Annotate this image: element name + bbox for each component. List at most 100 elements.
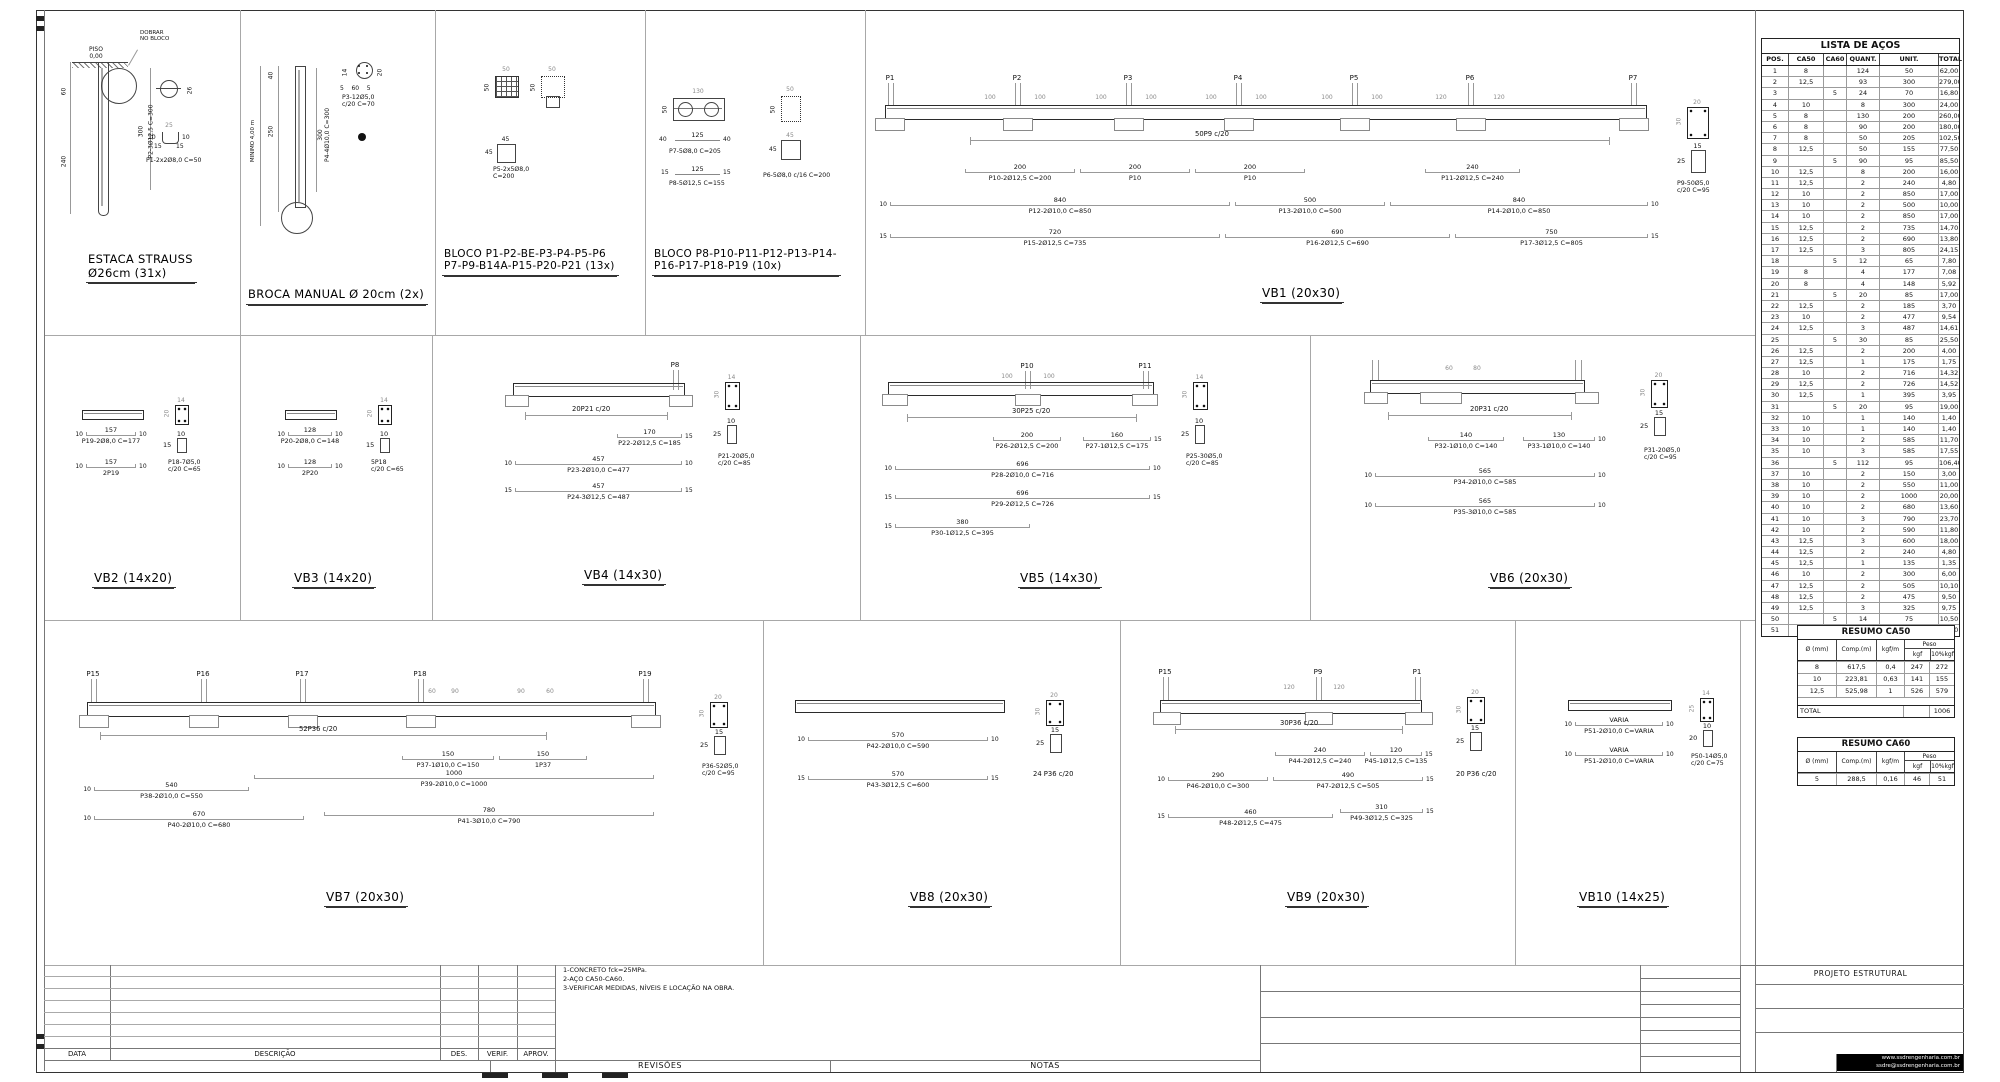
- lista-cell: [1823, 603, 1846, 614]
- lista-cell: [1823, 547, 1846, 558]
- rebar-dim: 200: [1128, 163, 1142, 171]
- rebar-line: [515, 461, 682, 465]
- lista-cell: [1823, 144, 1846, 155]
- lista-cell: 44: [1770, 548, 1780, 557]
- pillar-leader: [673, 370, 674, 390]
- lista-cell: 34: [1770, 436, 1780, 445]
- lista-cell: [1823, 524, 1846, 535]
- dim-text: 100: [1043, 373, 1055, 380]
- resumo-title: RESUMO CA50: [1798, 626, 1954, 640]
- beam-inner-line: [84, 413, 142, 414]
- lista-cell: [1823, 166, 1846, 177]
- rebar-dim: 457: [592, 482, 605, 490]
- lista-cell: 5: [1823, 289, 1846, 300]
- titleblock-line: [1740, 965, 1963, 966]
- lista-cell: [1788, 401, 1823, 412]
- rev-col-descricao: DESCRIÇÃO: [254, 1050, 296, 1058]
- titleblock-line: [1755, 984, 1964, 985]
- lista-cell: 5: [1823, 334, 1846, 345]
- rev-col-data: DATA: [67, 1050, 87, 1058]
- lista-cell: 805: [1879, 245, 1938, 256]
- lista-cell: 2: [1846, 211, 1879, 222]
- pillar-leader: [1126, 83, 1127, 105]
- circle-detail: [160, 80, 178, 98]
- lista-row: 38 10 2 550 11,00: [1762, 479, 1959, 492]
- lista-cell: 23: [1770, 313, 1780, 322]
- resumo-cell: 223,81: [1836, 674, 1876, 685]
- rebar-margin: 10: [1157, 776, 1165, 783]
- resumo-header-cell: kgf: [1912, 651, 1923, 658]
- resumo-cell: [1903, 706, 1929, 717]
- lista-row: 22 12,5 2 185 3,70: [1762, 300, 1959, 313]
- resumo-cell: 8: [1814, 663, 1820, 671]
- lista-row: 45 12,5 1 135 1,35: [1762, 558, 1959, 570]
- rebar-margin: 15: [1157, 813, 1165, 820]
- lista-cell: 20: [1846, 289, 1879, 300]
- beam-inner-line: [89, 705, 654, 706]
- dim-text: 15: [1693, 142, 1702, 150]
- rebar-margin: 15: [1153, 494, 1161, 501]
- lista-cell: 24: [1770, 324, 1780, 333]
- titleblock-line: [1260, 1017, 1740, 1018]
- dim-text: 25: [165, 122, 173, 129]
- dim-text: 50: [548, 66, 556, 73]
- pillar-leader: [1131, 83, 1132, 105]
- pillar-leader: [1473, 83, 1474, 105]
- rebar-dim: 150: [441, 750, 455, 758]
- lista-row: 37 10 2 150 3,00: [1762, 468, 1959, 480]
- lista-cell: 3,95: [1938, 390, 1959, 401]
- lista-cell: 37: [1770, 469, 1780, 478]
- lista-cell: [1823, 569, 1846, 580]
- resumo-cell: 5: [1814, 775, 1820, 783]
- support-tab: [875, 118, 905, 131]
- rebar-dim: 500: [1303, 196, 1317, 204]
- annotation: 5P18 c/20 C=65: [371, 459, 404, 473]
- lista-cell: 2: [1846, 580, 1879, 591]
- panel-vb4: P8 20P21 c/20 170 P22-2Ø12,5 C=185 15 457 P23-…: [432, 335, 861, 621]
- titleblock-line: [1260, 991, 1740, 992]
- panel-title: VB8 (20x30): [908, 890, 993, 908]
- lista-cell: 1: [1846, 356, 1879, 368]
- dim-text: 20: [163, 409, 171, 418]
- rebar-margin: 10: [1564, 751, 1572, 758]
- lista-cell: [1788, 614, 1823, 625]
- rebar-line: [895, 466, 1150, 470]
- resumo-header-cell: kgf: [1912, 763, 1923, 770]
- rebar-dim: 840: [1512, 196, 1526, 204]
- pillar-leader: [201, 679, 202, 702]
- lista-cell: [1823, 591, 1846, 602]
- rebar-label: P30-1Ø12,5 C=395: [931, 529, 994, 537]
- annotation-rotated: 300: [137, 125, 145, 138]
- rebar-line: [1428, 437, 1504, 441]
- lista-cell: 102,50: [1938, 133, 1959, 144]
- lista-cell: [1823, 535, 1846, 547]
- dim-text: 25: [1181, 429, 1190, 438]
- revision-rows: [44, 965, 555, 1048]
- pillar-label: P6: [1465, 74, 1475, 82]
- rebar-label: P32-1Ø10,0 C=140: [1434, 442, 1498, 450]
- lista-cell: 17,00: [1938, 211, 1959, 222]
- stirrup-detail: [1470, 732, 1482, 751]
- dim-text: 60: [546, 688, 554, 695]
- lista-row: 29 12,5 2 726 14,52: [1762, 379, 1959, 391]
- circle-detail: [101, 68, 137, 104]
- lista-cell: 31: [1770, 402, 1780, 411]
- rebar-line: [1225, 234, 1450, 238]
- support-tab: [1405, 712, 1433, 725]
- detail-rect: [673, 98, 725, 121]
- lista-cell: 12,5: [1788, 390, 1823, 401]
- cross-section: [725, 382, 740, 410]
- dim-text: 100: [1321, 94, 1333, 101]
- lista-cell: 10: [1788, 446, 1823, 457]
- lista-row: 19 8 4 177 7,08: [1762, 267, 1959, 279]
- rebar-label: P10: [1243, 174, 1257, 182]
- rebar-dim: 240: [1466, 163, 1479, 171]
- rebar-margin: 10: [83, 815, 91, 822]
- titleblock-line: [1755, 10, 1756, 1072]
- lista-cell: 2: [1846, 502, 1879, 513]
- lista-cell: [1823, 345, 1846, 356]
- resumo-total-label: TOTAL: [1800, 707, 1821, 715]
- lista-cell: 10: [1788, 524, 1823, 535]
- support-tab: [189, 715, 219, 728]
- registration-mark: [36, 1034, 44, 1039]
